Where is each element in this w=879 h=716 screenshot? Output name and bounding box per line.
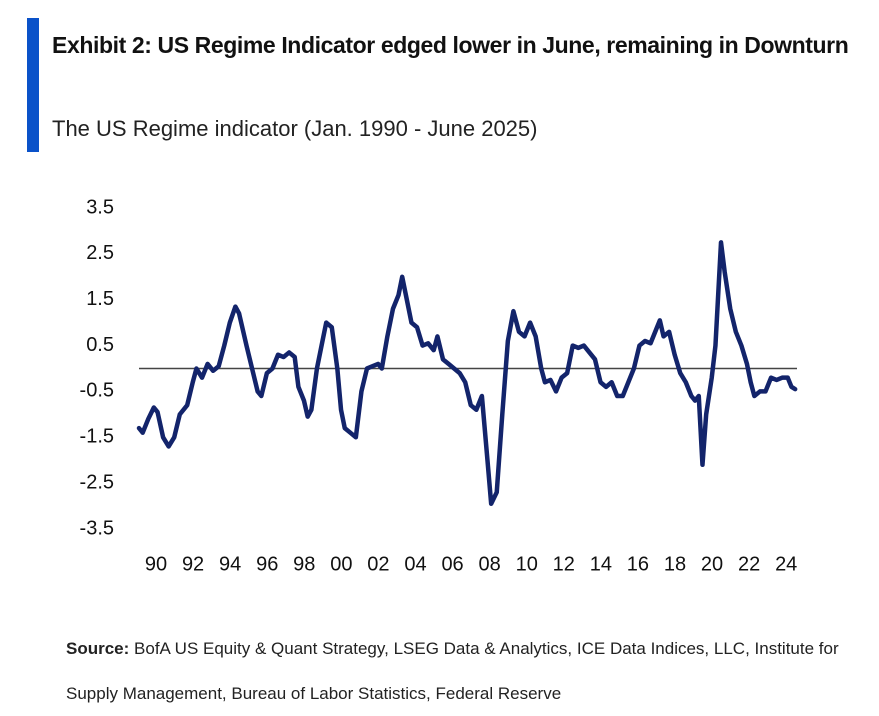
x-tick-label: 12 [553,553,575,575]
x-tick-label: 98 [293,553,315,575]
y-tick-label: 2.5 [86,242,114,264]
source-text: BofA US Equity & Quant Strategy, LSEG Da… [66,639,839,703]
x-tick-label: 90 [145,553,167,575]
y-tick-label: -2.5 [80,471,114,493]
x-tick-label: 96 [256,553,278,575]
x-tick-label: 06 [441,553,463,575]
x-tick-label: 20 [701,553,723,575]
x-tick-label: 24 [775,553,797,575]
data-line [136,240,798,507]
y-tick-label: 0.5 [86,334,114,356]
x-tick-label: 92 [182,553,204,575]
source-label: Source: [66,639,130,658]
source-note: Source: BofA US Equity & Quant Strategy,… [66,626,856,716]
x-tick-label: 08 [479,553,501,575]
y-tick-label: -0.5 [80,380,114,402]
x-tick-label: 10 [516,553,538,575]
x-tick-label: 14 [590,553,612,575]
y-tick-label: -3.5 [80,517,114,539]
accent-bar [27,18,39,152]
x-tick-label: 04 [404,553,426,575]
x-tick-label: 94 [219,553,241,575]
x-tick-label: 22 [738,553,760,575]
x-tick-label: 18 [664,553,686,575]
y-tick-label: 3.5 [86,196,114,218]
chart-title: Exhibit 2: US Regime Indicator edged low… [52,32,849,58]
y-tick-label: 1.5 [86,288,114,310]
x-tick-label: 00 [330,553,352,575]
chart-subtitle: The US Regime indicator (Jan. 1990 - Jun… [52,116,538,141]
x-tick-label: 02 [367,553,389,575]
y-tick-label: -1.5 [80,426,114,448]
x-tick-label: 16 [627,553,649,575]
